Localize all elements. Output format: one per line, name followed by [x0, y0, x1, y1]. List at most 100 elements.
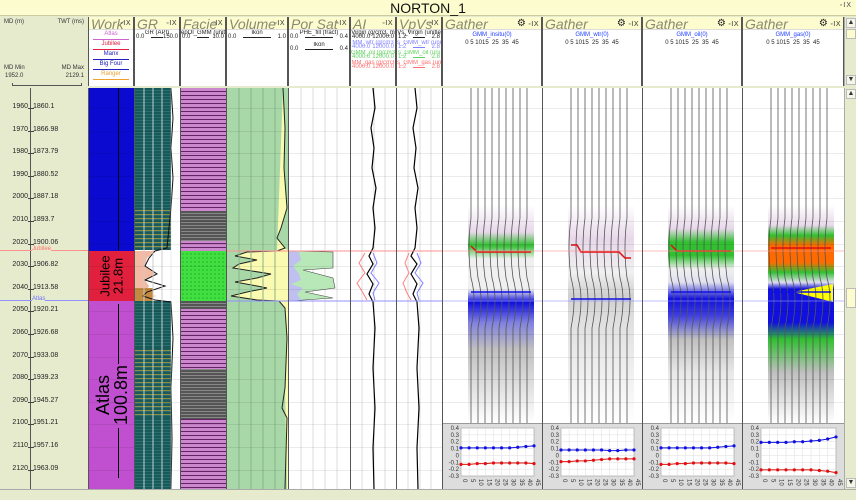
gather-insitu-track: [442, 88, 542, 489]
svg-text:0: 0: [761, 479, 767, 483]
svg-text:45: 45: [634, 479, 640, 486]
track-header-ai: AI ◦ⅠX Virgin (g/cm3_m 4000.0 12000.0 MM_wt…: [350, 17, 396, 86]
svg-text:10: 10: [577, 479, 583, 486]
scroll-down-button[interactable]: ▼: [846, 75, 856, 85]
scroll-down-button[interactable]: ▼: [846, 478, 856, 488]
zone-manx: [89, 88, 134, 251]
gear-icon[interactable]: ⚙: [616, 18, 627, 29]
svg-text:0.2: 0.2: [551, 440, 560, 446]
vpvs-wtr-scale: s_GMM_wtr (uni 1.2 2.8: [397, 40, 441, 50]
svg-text:15: 15: [786, 479, 792, 486]
track-controls[interactable]: ◦ⅠX: [830, 21, 841, 28]
main-scrollbar[interactable]: ▲ ▼: [844, 88, 856, 489]
depth-row: 2020 1900.06: [12, 238, 59, 246]
marker-jubilee: Jubilee: [0, 246, 88, 252]
facie-track: [180, 88, 226, 489]
track-controls[interactable]: ◦ⅠX: [274, 20, 285, 27]
avo-plot-gas: 0.4 0.3 0.2 0.1 0 -0.1 -0.2 -0.3 0 5 10 15 20 25 30 35 4…: [743, 423, 844, 489]
depth-row: 2080 1939.23: [12, 374, 59, 382]
svg-text:0.1: 0.1: [651, 447, 660, 453]
svg-text:0.3: 0.3: [651, 433, 660, 439]
zone-jubilee: Jubilee 21.8m: [89, 251, 134, 301]
svg-text:0: 0: [456, 453, 460, 459]
gather-curve-name: GMM_gas(0): [775, 32, 811, 38]
svg-text:0.3: 0.3: [451, 433, 460, 439]
track-controls[interactable]: ◦ⅠX: [428, 20, 439, 27]
track-controls[interactable]: ◦ⅠX: [166, 20, 177, 27]
depth-row: 1990 1880.52: [12, 170, 59, 178]
track-controls[interactable]: ◦ⅠX: [120, 20, 131, 27]
svg-text:0.2: 0.2: [751, 440, 760, 446]
gather-gas-track: [742, 88, 844, 489]
md-min-label: MD Min: [4, 65, 25, 71]
svg-text:15: 15: [485, 479, 491, 486]
svg-text:20: 20: [593, 479, 599, 486]
svg-text:10: 10: [778, 479, 784, 486]
svg-text:20: 20: [693, 479, 699, 486]
track-controls[interactable]: ◦ⅠX: [728, 21, 739, 28]
svg-text:20: 20: [794, 479, 800, 486]
track-title: VpVs: [399, 16, 433, 32]
scroll-thumb[interactable]: [846, 288, 856, 308]
svg-text:10: 10: [677, 479, 683, 486]
svg-text:-0.2: -0.2: [649, 467, 660, 473]
scroll-up-button[interactable]: ▲: [846, 18, 856, 28]
svg-text:45: 45: [734, 479, 740, 486]
work-track: Jubilee 21.8m Atlas 100.8m: [88, 88, 134, 489]
depth-row: 2030 1906.82: [12, 261, 59, 269]
svg-text:5: 5: [469, 479, 475, 483]
svg-text:0: 0: [661, 479, 667, 483]
avo-plot-insitu: 0.4 0.3 0.2 0.1 0 -0.1 -0.2 -0.3 0 5 10 15 20 25 30 35 4…: [443, 423, 542, 489]
track-controls[interactable]: ◦ⅠX: [528, 21, 539, 28]
track-controls[interactable]: ◦ⅠX: [336, 20, 347, 27]
svg-text:0: 0: [461, 479, 467, 483]
track-title: GR: [137, 16, 158, 32]
depth-row: 2050 1920.21: [12, 306, 59, 314]
svg-text:45: 45: [836, 479, 842, 486]
svg-text:-0.2: -0.2: [449, 467, 460, 473]
track-header-volume: Volume ◦ⅠX Ikon 0.0 1.0: [226, 17, 288, 86]
gear-icon[interactable]: ⚙: [516, 18, 527, 29]
ai-oil-scale: GMM_oil (g/cm3 4000.0 12000.0: [351, 50, 395, 60]
volume-track: [226, 88, 288, 489]
gear-icon[interactable]: ⚙: [818, 18, 829, 29]
depth-row: 1980 1873.79: [12, 148, 59, 156]
track-header-gather-insitu: Gather ⚙ ◦ⅠX GMM_insitu(0) 0 5 1015 25 35 …: [442, 17, 542, 86]
zone-thickness: 21.8m: [110, 257, 126, 295]
svg-text:35: 35: [819, 479, 825, 486]
depth-range-slider[interactable]: [12, 83, 82, 86]
depth-row: 2120 1963.09: [12, 464, 59, 472]
svg-text:15: 15: [585, 479, 591, 486]
track-title: Gather: [745, 16, 788, 32]
scroll-up-button[interactable]: ▲: [846, 89, 856, 99]
svg-text:30: 30: [811, 479, 817, 486]
gear-icon[interactable]: ⚙: [716, 18, 727, 29]
track-title: Volume: [229, 16, 276, 32]
svg-text:35: 35: [518, 479, 524, 486]
track-title: Por Sat: [291, 16, 338, 32]
depth-row: 1960 1860.1: [12, 103, 55, 110]
track-controls[interactable]: ◦ⅠX: [382, 20, 393, 27]
svg-text:0.1: 0.1: [451, 447, 460, 453]
track-controls[interactable]: ◦ⅠX: [212, 20, 223, 27]
scroll-thumb[interactable]: [846, 29, 856, 39]
vpvs-gas-scale: s_GMM_gas (uni 1.2 2.8: [397, 60, 441, 70]
legend-big-four: Big Four: [93, 60, 129, 70]
window-controls[interactable]: ◦ⅠX: [839, 2, 852, 9]
svg-text:0.4: 0.4: [551, 426, 560, 432]
track-header-por-sat: Por Sat ◦ⅠX PHE_fill (fract) 0.0 0.4 Ikon 0.…: [288, 17, 350, 86]
md-min-value: 1952.0: [5, 73, 24, 79]
header-scrollbar[interactable]: ▲ ▼: [844, 17, 856, 86]
svg-text:-0.3: -0.3: [749, 474, 760, 480]
track-controls[interactable]: ◦ⅠX: [628, 21, 639, 28]
depth-header: MD (m) TWT (ms) MD Min MD Max 1952.0 212…: [0, 17, 88, 86]
svg-text:30: 30: [710, 479, 716, 486]
legend-ranger: Ranger: [93, 70, 129, 80]
svg-text:10: 10: [477, 479, 483, 486]
svg-text:40: 40: [526, 479, 532, 486]
svg-text:35: 35: [618, 479, 624, 486]
track-header-work: Work ◦ⅠX Atlas Jubilee Manx Big Four Rang…: [88, 17, 134, 86]
svg-text:0.3: 0.3: [551, 433, 560, 439]
depth-row: 2060 1926.68: [12, 329, 59, 336]
svg-text:15: 15: [685, 479, 691, 486]
